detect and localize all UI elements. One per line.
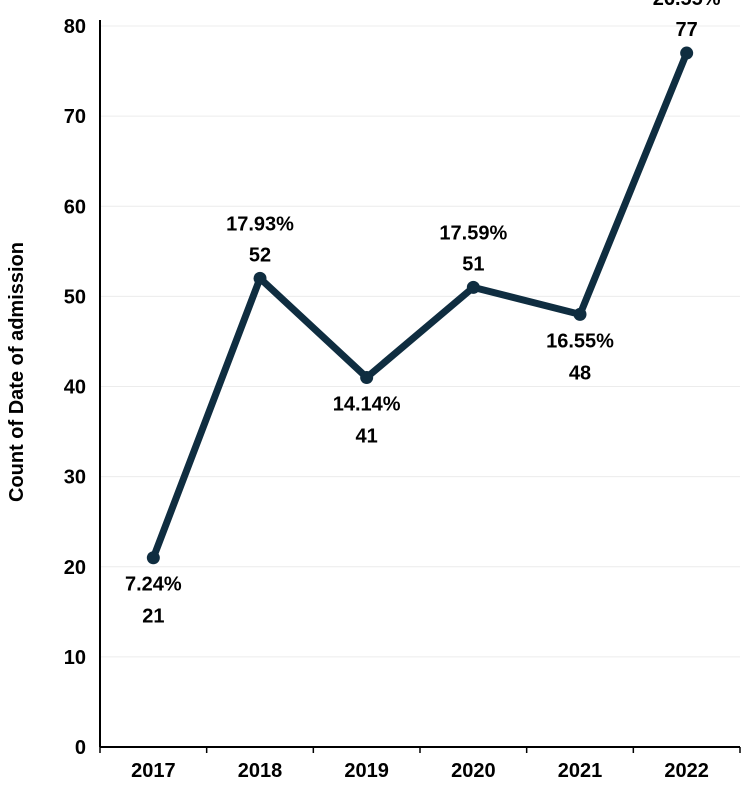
- y-tick-label: 0: [75, 737, 86, 759]
- data-point: [573, 307, 587, 321]
- y-tick-label: 70: [64, 106, 86, 128]
- gridlines: [100, 25, 740, 658]
- series-line: [149, 49, 691, 562]
- data-label-count: 48: [569, 362, 591, 384]
- data-label-percent: 14.14%: [333, 393, 401, 415]
- data-labels: 7.24% 21 17.93% 52 14.14% 41 17.59% 51 16.55% 48 2…: [125, 0, 721, 628]
- data-label-count: 21: [142, 606, 164, 628]
- data-label-count: 51: [462, 253, 484, 275]
- data-label-count: 77: [676, 19, 698, 41]
- y-tick-label: 20: [64, 557, 86, 579]
- y-axis-label: Count of Date of admission: [6, 242, 28, 502]
- data-points: [146, 46, 694, 565]
- data-label-count: 41: [356, 425, 378, 447]
- x-tick-labels: 2017 2018 2019 2020 2021 2022: [131, 760, 709, 782]
- x-tick-label: 2017: [131, 760, 176, 782]
- y-tick-label: 50: [64, 286, 86, 308]
- x-tick-label: 2018: [238, 760, 283, 782]
- x-tick-label: 2022: [664, 760, 709, 782]
- y-tick-labels: 0 10 20 30 40 50 60 70 80: [64, 16, 86, 759]
- data-point: [146, 551, 160, 565]
- data-label-percent: 7.24%: [125, 574, 182, 596]
- series-line-group: [149, 49, 691, 562]
- y-tick-label: 80: [64, 16, 86, 38]
- x-tick-label: 2019: [344, 760, 389, 782]
- x-tick-label: 2021: [558, 760, 603, 782]
- data-point: [360, 370, 374, 384]
- data-label-percent: 17.93%: [226, 213, 294, 235]
- axes: [99, 20, 741, 753]
- y-tick-label: 40: [64, 377, 86, 399]
- x-tick-label: 2020: [451, 760, 496, 782]
- data-label-percent: 16.55%: [546, 330, 614, 352]
- y-tick-label: 30: [64, 467, 86, 489]
- data-label-count: 52: [249, 244, 271, 266]
- data-point: [466, 280, 480, 294]
- data-point: [680, 46, 694, 60]
- y-tick-label: 60: [64, 196, 86, 218]
- data-point: [253, 271, 267, 285]
- y-tick-label: 10: [64, 647, 86, 669]
- data-label-percent: 26.55%: [653, 0, 721, 10]
- data-label-percent: 17.59%: [439, 222, 507, 244]
